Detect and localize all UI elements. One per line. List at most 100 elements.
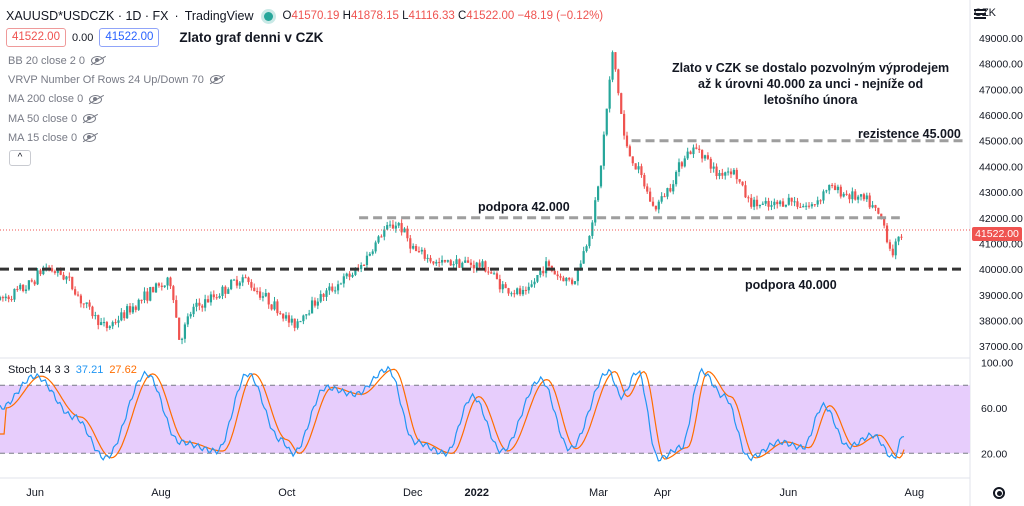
candle-up — [186, 313, 189, 328]
candle-down — [331, 283, 334, 293]
candle-up — [290, 315, 293, 326]
settings-gear-icon[interactable] — [993, 487, 1005, 499]
candle-down — [640, 163, 643, 178]
candle-up — [452, 261, 455, 269]
annotation-support-40: podpora 40.000 — [745, 278, 837, 292]
candle-up — [446, 259, 449, 263]
candle-down — [776, 199, 779, 209]
candle-up — [816, 196, 819, 208]
candle-up — [805, 202, 808, 211]
candle-down — [97, 314, 100, 330]
candle-down — [862, 192, 866, 202]
symbol-label[interactable]: XAUUSD*USDCZK · 1D · FX — [6, 9, 169, 23]
hidden-eye-icon[interactable] — [89, 94, 103, 104]
indicator-vrvp[interactable]: VRVP Number Of Rows 24 Up/Down 70 — [8, 70, 223, 89]
candle-down — [74, 286, 77, 296]
candle-down — [819, 199, 822, 205]
spread-label: 0.00 — [71, 31, 94, 44]
collapse-legend-button[interactable]: ^ — [9, 150, 31, 166]
candle-down — [270, 304, 273, 311]
stoch-k-line — [0, 365, 905, 462]
candle-up — [533, 278, 536, 288]
candle-down — [469, 259, 473, 269]
candle-down — [698, 145, 701, 153]
candle-down — [215, 294, 218, 300]
candle-down — [256, 287, 259, 295]
price-tick-label: 48000.00 — [979, 59, 1023, 71]
annotation-note: Zlato v CZK se dostalo pozvolným výprode… — [672, 61, 950, 107]
candle-down — [293, 318, 296, 332]
candle-down — [178, 317, 181, 340]
indicator-ma50[interactable]: MA 50 close 0 — [8, 109, 223, 128]
hidden-eye-icon[interactable] — [83, 133, 97, 143]
candle-down — [715, 163, 718, 180]
candle-down — [172, 284, 175, 304]
candle-up — [544, 257, 548, 278]
candle-up — [27, 280, 30, 291]
candle-down — [735, 167, 738, 184]
candle-down — [701, 149, 704, 163]
candle-up — [692, 144, 695, 158]
candle-up — [897, 236, 900, 246]
candle-down — [651, 197, 655, 207]
hidden-eye-icon[interactable] — [83, 114, 97, 124]
trade-row: 41522.00 0.00 41522.00 Zlato graf denni … — [6, 28, 323, 47]
candle-down — [570, 277, 574, 286]
menu-icon[interactable] — [974, 9, 986, 11]
candle-up — [230, 279, 233, 291]
price-tick-label: 46000.00 — [979, 110, 1023, 122]
candle-up — [302, 314, 305, 325]
indicator-ma200[interactable]: MA 200 close 0 — [8, 90, 223, 109]
candle-down — [105, 320, 109, 332]
candle-up — [166, 276, 169, 290]
candle-down — [160, 282, 163, 291]
candle-up — [85, 302, 88, 309]
candle-up — [195, 298, 198, 312]
indicator-bb[interactable]: BB 20 close 2 0 — [8, 51, 223, 70]
source-label: TradingView — [184, 9, 254, 23]
candle-down — [313, 297, 317, 308]
candle-up — [871, 201, 874, 209]
candle-up — [539, 270, 542, 278]
time-tick-label: Aug — [151, 487, 171, 499]
candle-up — [241, 274, 244, 287]
candle-down — [449, 258, 452, 266]
time-tick-label: 2022 — [465, 487, 489, 499]
candle-up — [712, 162, 715, 173]
candle-down — [10, 295, 13, 302]
price-tick-label: 45000.00 — [979, 136, 1023, 148]
candle-up — [397, 221, 400, 229]
candle-up — [264, 288, 267, 298]
candle-up — [602, 131, 605, 170]
candle-up — [822, 189, 825, 204]
indicator-ma15[interactable]: MA 15 close 0 — [8, 128, 223, 147]
candle-up — [273, 296, 276, 311]
candle-up — [284, 311, 288, 321]
candle-down — [33, 279, 36, 286]
buy-button[interactable]: 41522.00 — [99, 28, 160, 47]
candle-up — [325, 288, 328, 301]
sell-button[interactable]: 41522.00 — [6, 28, 66, 47]
candle-down — [487, 266, 490, 275]
candle-down — [128, 303, 132, 315]
candle-down — [654, 205, 657, 212]
candle-down — [888, 239, 892, 252]
candle-down — [646, 183, 649, 194]
stoch-legend[interactable]: Stoch 14 3 3 37.21 27.62 — [8, 364, 137, 376]
candle-up — [221, 285, 224, 300]
candle-up — [163, 285, 166, 289]
candle-up — [336, 280, 340, 295]
candle-up — [660, 192, 663, 204]
hidden-eye-icon[interactable] — [91, 56, 105, 66]
candle-down — [201, 304, 204, 312]
candle-down — [91, 305, 94, 319]
candle-up — [530, 280, 533, 288]
candle-down — [721, 168, 724, 180]
candle-up — [802, 203, 805, 208]
candle-down — [466, 256, 470, 264]
candle-down — [50, 264, 54, 273]
hidden-eye-icon[interactable] — [209, 75, 223, 85]
price-tick-label: 43000.00 — [979, 187, 1023, 199]
price-tick-label: 38000.00 — [979, 315, 1023, 327]
